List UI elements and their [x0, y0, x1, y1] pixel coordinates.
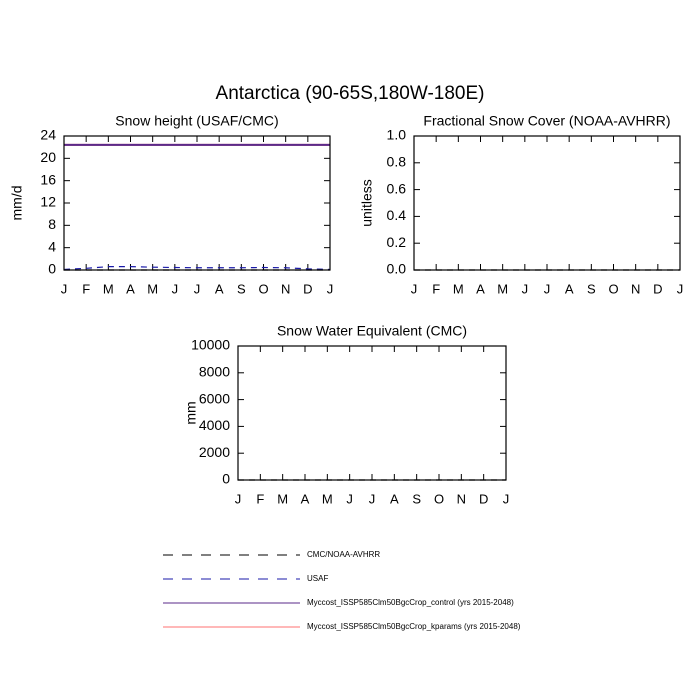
legend-label: USAF [307, 574, 328, 583]
x-tick-label: D [303, 281, 312, 296]
x-tick-label: O [434, 491, 444, 506]
x-tick-label: J [327, 281, 334, 296]
x-tick-label: J [369, 491, 376, 506]
x-tick-label: J [677, 281, 684, 296]
x-tick-label: N [281, 281, 290, 296]
y-axis-label: mm [183, 401, 199, 424]
x-tick-label: J [522, 281, 529, 296]
y-tick-label: 0.0 [387, 261, 407, 277]
y-tick-label: 0 [222, 471, 230, 487]
y-tick-label: 1.0 [387, 127, 407, 143]
x-tick-label: M [497, 281, 508, 296]
legend-label: CMC/NOAA-AVHRR [307, 550, 380, 559]
x-tick-label: F [82, 281, 90, 296]
y-tick-label: 8000 [199, 364, 230, 380]
x-tick-label: J [411, 281, 418, 296]
x-tick-label: F [432, 281, 440, 296]
panel-title: Snow height (USAF/CMC) [115, 113, 278, 129]
x-tick-label: A [126, 281, 135, 296]
plot-frame [237, 345, 507, 481]
plot-frame [413, 135, 681, 271]
y-tick-label: 0.6 [387, 180, 407, 196]
x-tick-label: J [346, 491, 353, 506]
y-tick-label: 20 [40, 149, 56, 165]
x-tick-label: O [258, 281, 268, 296]
x-tick-label: J [61, 281, 68, 296]
panel-title: Snow Water Equivalent (CMC) [277, 323, 467, 339]
y-tick-label: 8 [48, 216, 56, 232]
y-tick-label: 0.4 [387, 207, 407, 223]
x-tick-label: M [322, 491, 333, 506]
x-tick-label: S [412, 491, 421, 506]
x-tick-label: F [256, 491, 264, 506]
y-tick-label: 16 [40, 171, 56, 187]
y-tick-label: 0.8 [387, 154, 407, 170]
x-tick-label: S [587, 281, 596, 296]
x-tick-label: A [476, 281, 485, 296]
y-tick-label: 4 [48, 238, 56, 254]
legend-label: Myccost_ISSP585Clm50BgcCrop_control (yrs… [307, 598, 514, 607]
x-tick-label: M [277, 491, 288, 506]
x-tick-label: J [544, 281, 551, 296]
series-line [63, 266, 331, 271]
y-tick-label: 24 [40, 127, 56, 143]
y-tick-label: 0.2 [387, 234, 407, 250]
x-tick-label: J [503, 491, 510, 506]
y-tick-label: 12 [40, 194, 56, 210]
y-tick-label: 2000 [199, 444, 230, 460]
x-tick-label: N [457, 491, 466, 506]
panel-title: Fractional Snow Cover (NOAA-AVHRR) [423, 113, 670, 129]
x-tick-label: S [237, 281, 246, 296]
x-tick-label: D [479, 491, 488, 506]
x-tick-label: M [103, 281, 114, 296]
x-tick-label: O [608, 281, 618, 296]
x-tick-label: J [194, 281, 201, 296]
plot-frame [63, 135, 331, 271]
x-tick-label: J [172, 281, 179, 296]
y-axis-label: unitless [359, 179, 375, 226]
x-tick-label: M [147, 281, 158, 296]
y-axis-label: mm/d [9, 186, 25, 221]
x-tick-label: M [453, 281, 464, 296]
x-tick-label: A [215, 281, 224, 296]
figure-title: Antarctica (90-65S,180W-180E) [216, 83, 485, 104]
legend-label: Myccost_ISSP585Clm50BgcCrop_kparams (yrs… [307, 622, 521, 631]
y-tick-label: 6000 [199, 390, 230, 406]
x-tick-label: A [301, 491, 310, 506]
x-tick-label: D [653, 281, 662, 296]
y-tick-label: 0 [48, 261, 56, 277]
y-tick-label: 10000 [191, 337, 230, 353]
x-tick-label: N [631, 281, 640, 296]
y-tick-label: 4000 [199, 417, 230, 433]
x-tick-label: A [565, 281, 574, 296]
x-tick-label: J [235, 491, 242, 506]
x-tick-label: A [390, 491, 399, 506]
